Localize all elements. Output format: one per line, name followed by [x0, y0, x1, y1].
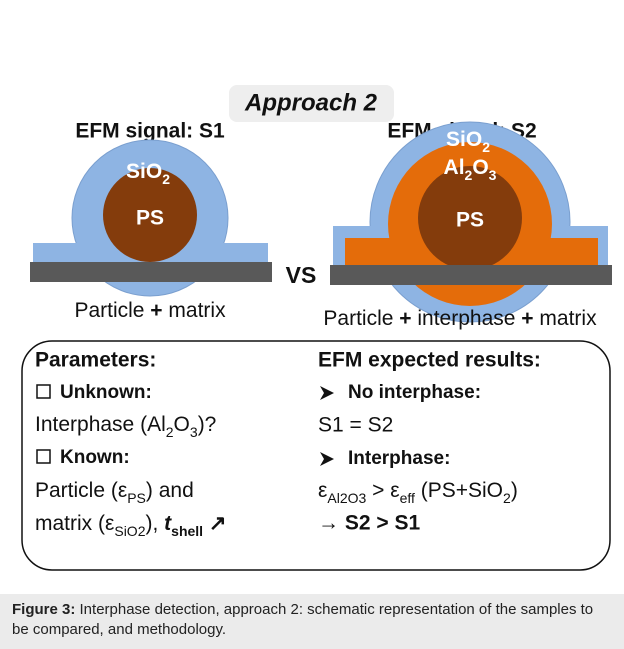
parameters-title: Parameters: — [35, 349, 156, 372]
right-core — [418, 166, 522, 270]
caption-text: Interphase detection, approach 2: schema… — [12, 601, 594, 638]
right-substrate — [330, 265, 612, 285]
caption-label: Figure 3: — [12, 601, 76, 618]
right-interphase-label: Al2O3 — [444, 156, 497, 183]
right-core-label: PS — [456, 209, 484, 232]
known-item: matrix (εSiO2), tshell ↗ — [35, 512, 227, 539]
checkbox — [36, 384, 51, 399]
approach-title: Approach 2 — [244, 89, 378, 116]
results-title: EFM expected results: — [318, 349, 541, 372]
bullet — [320, 386, 334, 400]
left-core-label: PS — [136, 207, 164, 230]
known-item: Particle (εPS) and — [35, 479, 194, 506]
case-heading: No interphase: — [348, 382, 481, 403]
caption: Figure 3: Interphase detection, approach… — [0, 594, 624, 649]
unknown-item: Interphase (Al2O3)? — [35, 413, 216, 440]
right-shell-label: SiO2 — [446, 128, 490, 155]
right-label: Particle + interphase + matrix — [323, 307, 597, 330]
left-core — [103, 168, 197, 262]
left-signal: EFM signal: S1 — [75, 120, 225, 143]
bullet — [320, 452, 334, 466]
approach-box — [229, 85, 394, 122]
case-heading: Interphase: — [348, 448, 450, 469]
conclusion: → S2 > S1 — [318, 512, 420, 535]
summary-box — [21, 340, 611, 571]
result-text: S1 = S2 — [318, 414, 393, 437]
unknown-heading: Unknown: — [60, 382, 152, 403]
left-substrate — [30, 262, 272, 282]
checkbox — [36, 449, 51, 464]
left-label: Particle + matrix — [74, 299, 226, 322]
left-shell-label: SiO2 — [126, 160, 170, 187]
result-text: εAl2O3 > εeff (PS+SiO2) — [318, 479, 518, 506]
figure: Approach 2 EFM signal: S1 EFM signal: S2… — [21, 85, 612, 571]
vs: VS — [286, 262, 317, 288]
known-heading: Known: — [60, 447, 130, 468]
